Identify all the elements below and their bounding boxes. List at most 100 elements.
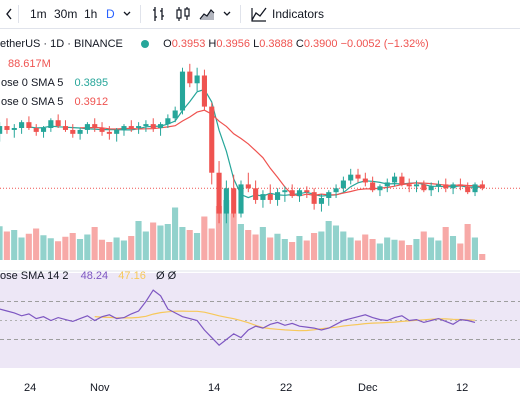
- volume-bar: [325, 221, 332, 260]
- interval-1m-button[interactable]: 1m: [30, 7, 47, 21]
- volume-bar: [0, 226, 3, 260]
- candle-body: [55, 120, 61, 127]
- chevron-left-icon[interactable]: [4, 6, 14, 22]
- indicators-button[interactable]: Indicators: [272, 7, 325, 21]
- volume-bar: [157, 225, 164, 260]
- volume-bar: [435, 240, 442, 260]
- candle-body: [70, 129, 76, 134]
- volume-bar: [25, 233, 32, 260]
- sma-label-1: ose 0 SMA 5: [0, 77, 65, 89]
- volume-bar: [120, 240, 127, 260]
- volume-bar: [135, 221, 142, 260]
- volume-bar: [172, 207, 179, 260]
- volume-bar: [201, 216, 208, 260]
- volume-bar: [11, 230, 18, 260]
- sma-slow-line: [80, 109, 483, 197]
- volume-bar: [113, 237, 120, 260]
- sma-value-2: 0.3912: [74, 96, 109, 108]
- volume-bar: [296, 236, 303, 260]
- toolbar-divider: [240, 5, 241, 23]
- candle-body: [399, 176, 405, 185]
- candle-body: [201, 75, 207, 107]
- candle-body: [128, 126, 134, 128]
- chevron-down-icon[interactable]: [222, 7, 232, 17]
- volume-bar: [193, 233, 201, 260]
- rsi-line: [0, 289, 476, 347]
- top-toolbar: 1m 30m 1h D Indicators: [0, 0, 520, 29]
- interval-d-button[interactable]: D: [106, 7, 115, 21]
- candle-body: [443, 184, 449, 189]
- rsi-ma-value: 47.16: [118, 270, 146, 282]
- volume-bar: [274, 233, 281, 260]
- chart-area[interactable]: [0, 28, 520, 400]
- sma-legend-1[interactable]: ose 0 SMA 5 0.3895: [0, 77, 108, 89]
- sma-legend-2[interactable]: ose 0 SMA 5 0.3912: [0, 96, 108, 108]
- volume-bar: [252, 234, 259, 260]
- bar-chart-type-icon[interactable]: [150, 5, 168, 23]
- candle-body: [282, 190, 288, 193]
- interval-1h-button[interactable]: 1h: [84, 7, 98, 21]
- chevron-down-icon[interactable]: [122, 7, 132, 17]
- volume-bar: [142, 231, 149, 260]
- candle-body: [187, 71, 193, 84]
- candle-body: [99, 128, 105, 132]
- volume-bar: [150, 222, 157, 260]
- candle-body: [48, 120, 54, 128]
- candle-body: [333, 188, 339, 193]
- candle-body: [165, 118, 171, 125]
- change-value: −0.0052 (−1.32%): [340, 38, 429, 50]
- volume-bar: [106, 242, 113, 260]
- volume-bar: [128, 236, 135, 260]
- volume-bar: [406, 245, 413, 260]
- candle-body: [19, 122, 25, 128]
- volume-bar: [18, 237, 25, 260]
- candle-body: [479, 184, 485, 189]
- candle-body: [92, 124, 98, 128]
- rsi-legend[interactable]: ose SMA 14 2 48.24 47.16 Ø Ø: [0, 270, 176, 282]
- candle-body: [194, 75, 200, 84]
- candle-body: [150, 124, 156, 128]
- low-value: 0.3888: [259, 38, 293, 50]
- candle-body: [0, 126, 3, 134]
- indicators-icon[interactable]: [250, 5, 268, 23]
- volume-bar: [208, 228, 215, 260]
- interval-30m-button[interactable]: 30m: [54, 7, 78, 21]
- candle-body: [318, 198, 325, 204]
- candle-body: [289, 190, 295, 197]
- volume-bar: [164, 224, 171, 260]
- candle-body: [377, 186, 383, 191]
- candle-body: [370, 182, 376, 191]
- candle-body: [340, 180, 346, 189]
- volume-bar: [40, 235, 47, 260]
- price-chart[interactable]: [0, 28, 520, 400]
- candle-body: [296, 190, 303, 197]
- volume-bar: [479, 254, 486, 260]
- candles-chart-type-icon[interactable]: [174, 5, 192, 23]
- area-chart-type-icon[interactable]: [198, 5, 216, 23]
- candle-body: [275, 192, 281, 200]
- hide-icon[interactable]: Ø: [155, 270, 165, 282]
- high-value: 0.3956: [216, 38, 251, 50]
- volume-bar: [347, 237, 354, 260]
- candle-body: [384, 182, 390, 187]
- toolbar-divider: [18, 5, 19, 23]
- volume-legend: 88.617M: [8, 58, 51, 70]
- volume-bar: [318, 231, 325, 260]
- x-axis-label: 14: [208, 382, 221, 394]
- volume-bar: [391, 239, 398, 260]
- volume-bar: [215, 206, 223, 260]
- volume-bar: [471, 237, 478, 260]
- candle-body: [209, 106, 215, 173]
- open-label: O: [163, 38, 172, 50]
- candle-body: [311, 192, 317, 204]
- volume-bar: [457, 243, 464, 260]
- symbol-legend: etherUS · 1D · BINANCE O0.3953 H0.3956 L…: [0, 38, 429, 50]
- symbol-title[interactable]: etherUS · 1D · BINANCE: [0, 38, 123, 50]
- volume-bar: [398, 240, 405, 260]
- candle-body: [172, 110, 178, 119]
- low-label: L: [253, 38, 260, 50]
- volume-bar: [420, 231, 427, 260]
- candle-body: [157, 124, 164, 128]
- hide-icon[interactable]: Ø: [167, 270, 177, 282]
- volume-bar: [55, 241, 62, 260]
